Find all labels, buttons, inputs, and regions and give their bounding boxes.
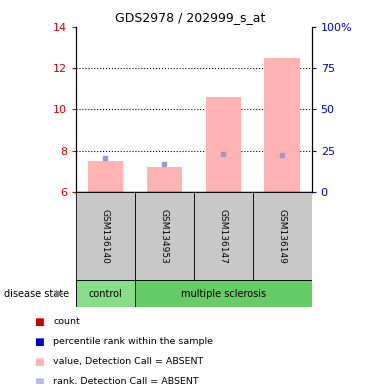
- Text: ■: ■: [34, 337, 44, 347]
- Bar: [194, 192, 253, 280]
- Text: ■: ■: [34, 377, 44, 384]
- Text: disease state: disease state: [4, 289, 69, 299]
- Text: GSM136149: GSM136149: [278, 209, 287, 263]
- Text: ■: ■: [34, 357, 44, 367]
- Bar: [135, 192, 194, 280]
- Text: count: count: [53, 317, 80, 326]
- Text: GSM136147: GSM136147: [219, 209, 228, 263]
- Text: multiple sclerosis: multiple sclerosis: [180, 289, 266, 299]
- Bar: [253, 192, 312, 280]
- Bar: [264, 58, 300, 192]
- Text: GSM136140: GSM136140: [101, 209, 110, 263]
- Bar: [206, 97, 241, 192]
- Text: percentile rank within the sample: percentile rank within the sample: [53, 337, 213, 346]
- Text: control: control: [89, 289, 122, 299]
- Bar: [76, 192, 135, 280]
- Bar: [147, 167, 182, 192]
- Bar: [135, 280, 312, 307]
- Bar: [76, 280, 135, 307]
- Text: GDS2978 / 202999_s_at: GDS2978 / 202999_s_at: [115, 11, 265, 24]
- Bar: [88, 161, 123, 192]
- Text: GSM134953: GSM134953: [160, 209, 169, 263]
- Text: value, Detection Call = ABSENT: value, Detection Call = ABSENT: [53, 357, 203, 366]
- Text: ■: ■: [34, 317, 44, 327]
- Text: rank, Detection Call = ABSENT: rank, Detection Call = ABSENT: [53, 377, 199, 384]
